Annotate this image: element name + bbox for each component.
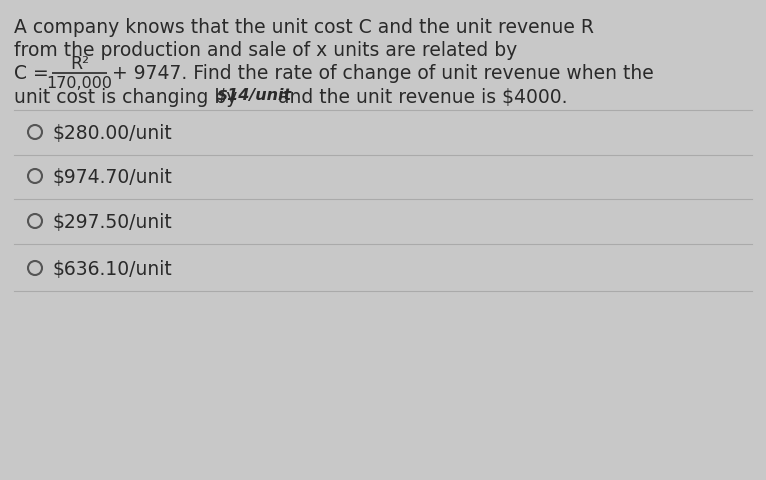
Text: $14/unit: $14/unit <box>217 87 292 102</box>
Text: $280.00/unit: $280.00/unit <box>53 124 173 143</box>
Text: $974.70/unit: $974.70/unit <box>53 168 173 187</box>
Text: and the unit revenue is $4000.: and the unit revenue is $4000. <box>272 88 567 107</box>
Text: $297.50/unit: $297.50/unit <box>53 213 173 231</box>
Text: unit cost is changing by: unit cost is changing by <box>14 88 244 107</box>
Text: 170,000: 170,000 <box>47 76 113 91</box>
Text: + 9747. Find the rate of change of unit revenue when the: + 9747. Find the rate of change of unit … <box>112 64 653 83</box>
Text: from the production and sale of x units are related by: from the production and sale of x units … <box>14 41 517 60</box>
Text: R²: R² <box>70 55 89 73</box>
Text: $636.10/unit: $636.10/unit <box>53 260 173 278</box>
Text: C =: C = <box>14 64 49 83</box>
Text: A company knows that the unit cost C and the unit revenue R: A company knows that the unit cost C and… <box>14 18 594 37</box>
